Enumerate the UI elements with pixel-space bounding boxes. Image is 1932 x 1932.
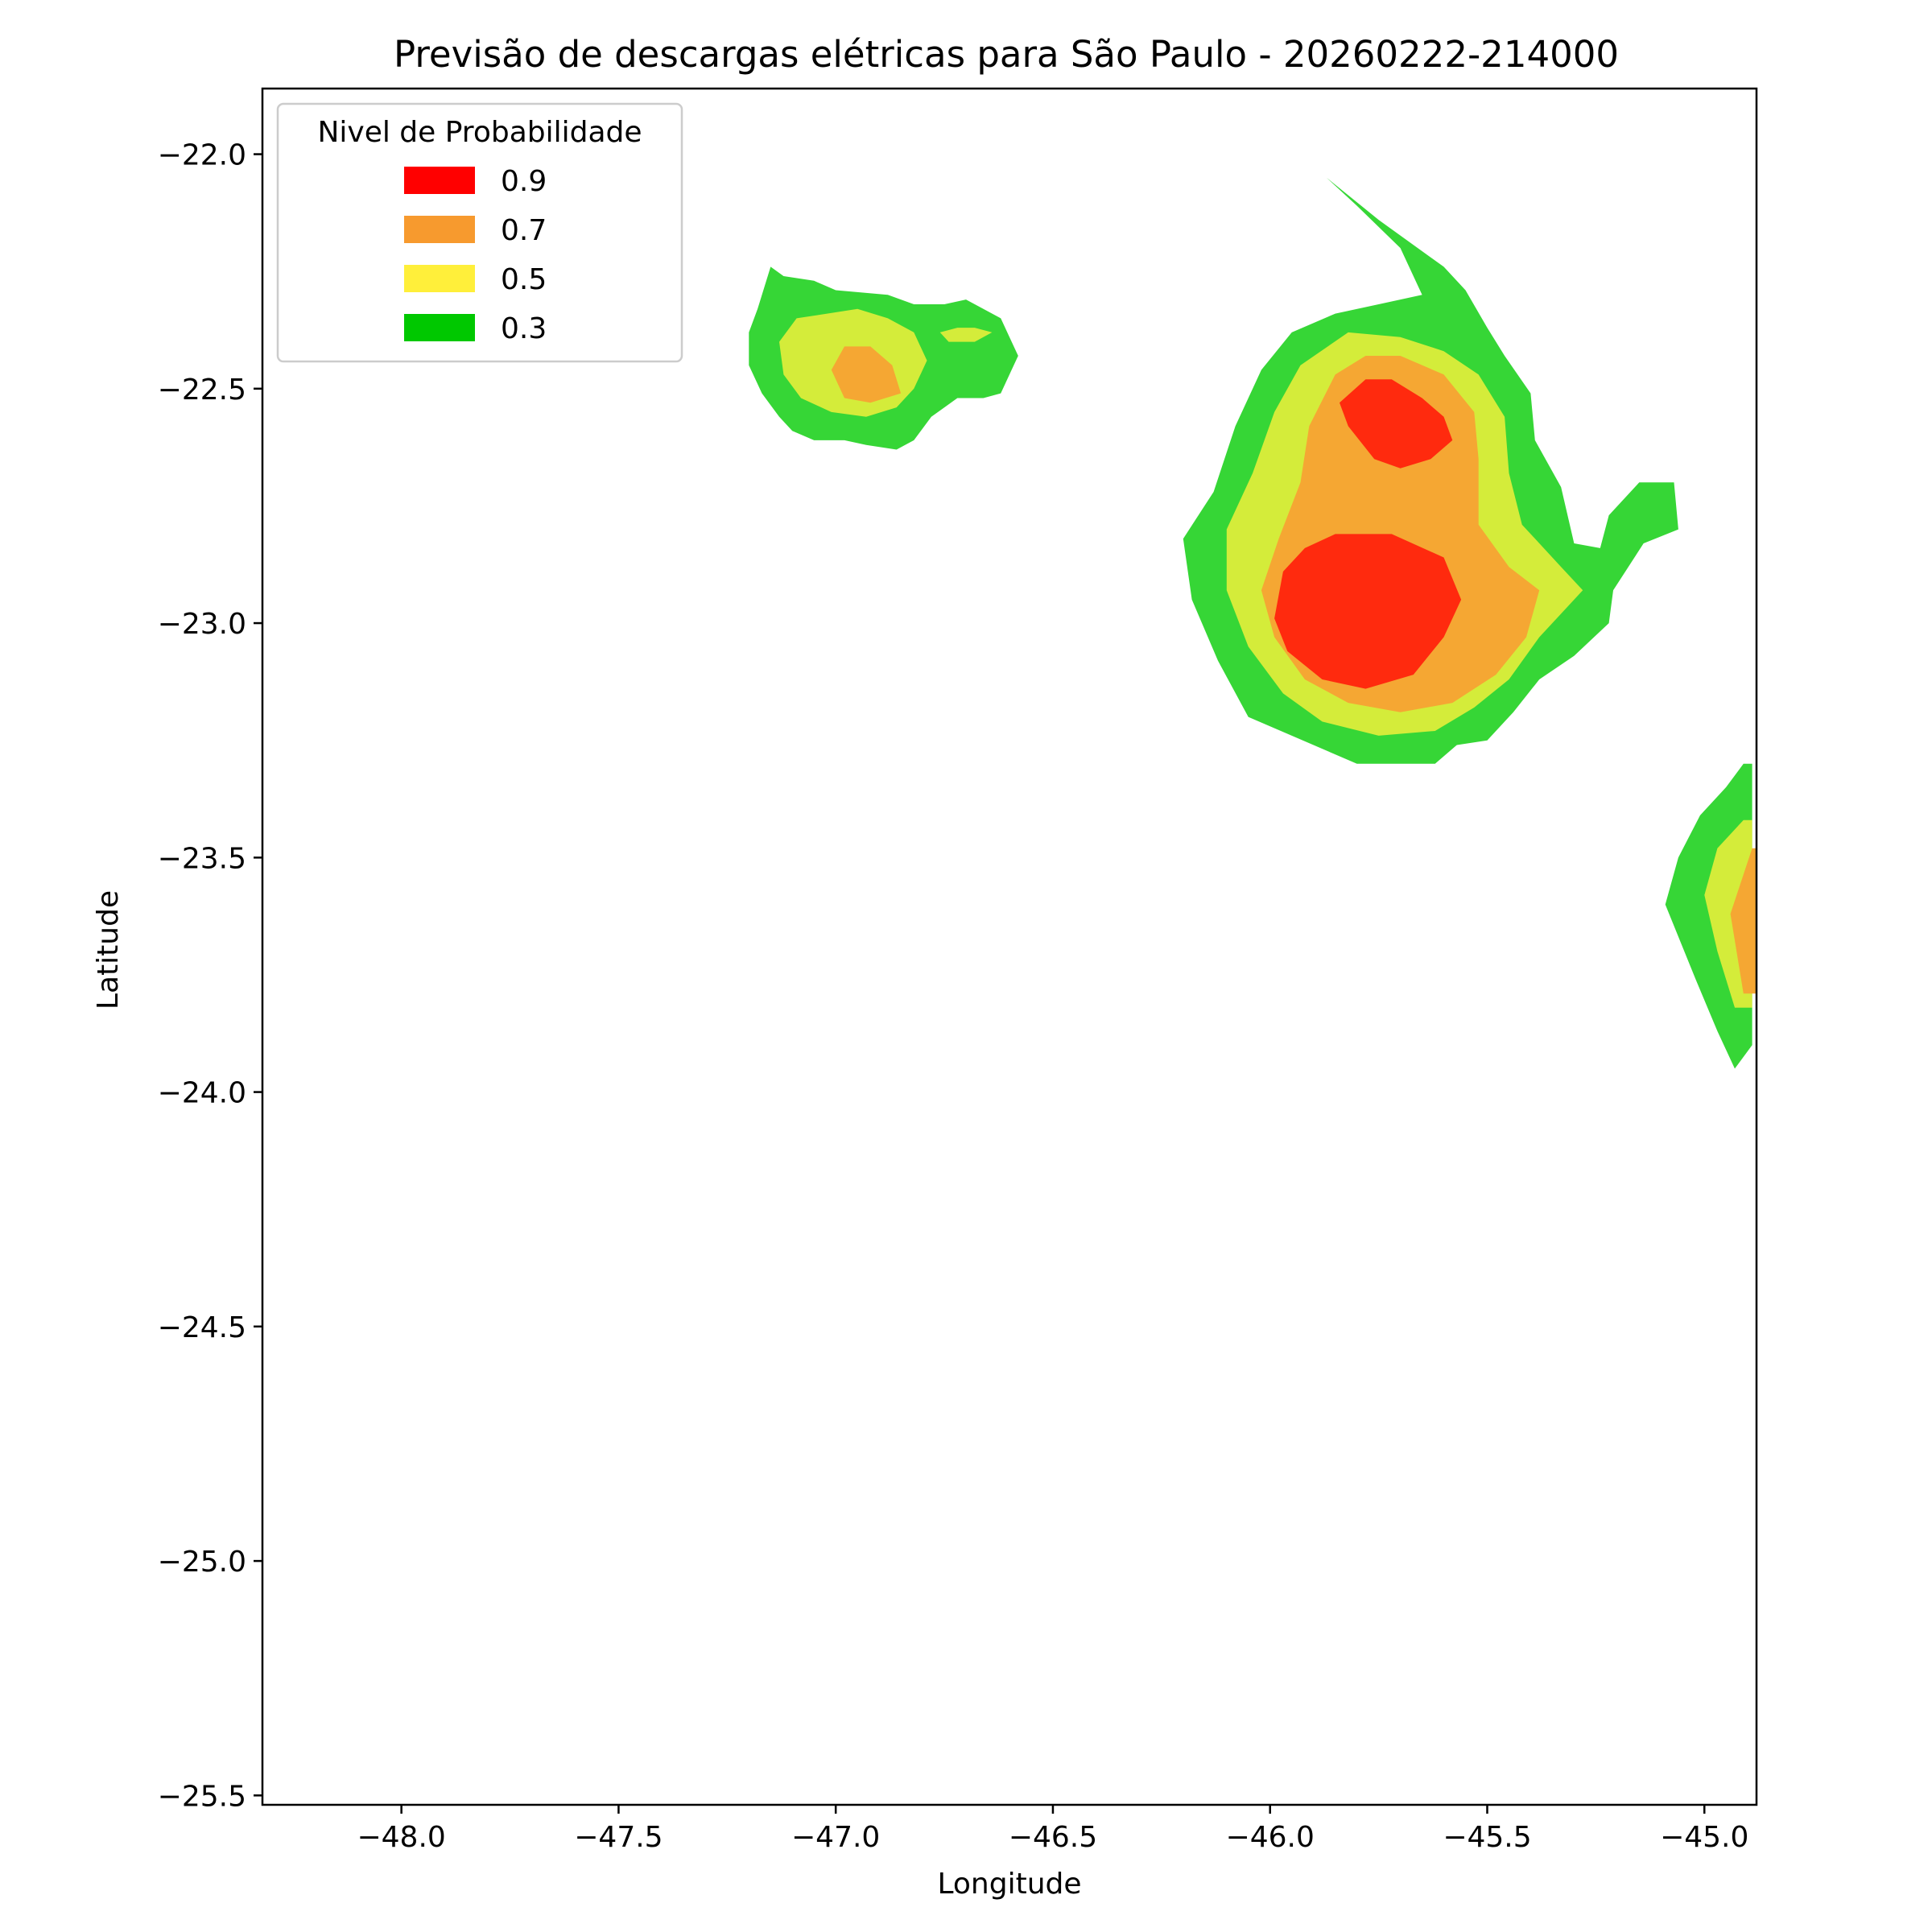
legend-swatch [404, 167, 475, 194]
east-edge-cell-level-07-region [1730, 848, 1757, 994]
x-tick-label: −47.0 [791, 1821, 880, 1854]
legend-label: 0.9 [501, 165, 547, 198]
legend-swatch [404, 314, 475, 341]
x-tick-label: −48.0 [357, 1821, 445, 1854]
x-axis-ticks: −48.0 −47.5 −47.0 −46.5 −46.0 −45.5 −45.0 [357, 1805, 1748, 1854]
campinas-cell-level-05-region [939, 328, 993, 342]
y-tick-label: −22.0 [158, 139, 246, 172]
x-tick-label: −47.5 [574, 1821, 663, 1854]
legend-title: Nivel de Probabilidade [317, 116, 642, 149]
y-tick-label: −23.5 [158, 842, 246, 875]
chart-title: Previsão de descargas elétricas para São… [394, 33, 1619, 76]
y-tick-label: −24.0 [158, 1077, 246, 1110]
legend-swatch [404, 265, 475, 292]
probability-regions [749, 177, 1757, 1069]
legend-box [276, 102, 683, 363]
campinas-cell-level-07-region [831, 346, 902, 403]
plot-area-frame [261, 87, 1758, 1806]
x-tick-label: −45.0 [1660, 1821, 1748, 1854]
legend: Nivel de Probabilidade 0.9 0.7 0.5 0.3 [276, 102, 683, 363]
y-tick-label: −25.5 [158, 1780, 246, 1813]
legend-label: 0.7 [501, 214, 547, 247]
vale-cell-level-09-region [1274, 534, 1462, 689]
y-tick-label: −24.5 [158, 1311, 246, 1344]
y-tick-label: −25.0 [158, 1546, 246, 1579]
vale-cell-level-09-region [1340, 379, 1453, 469]
y-tick-label: −23.0 [158, 608, 246, 641]
y-axis-ticks: −22.0 −22.5 −23.0 −23.5 −24.0 −24.5 −25.0 −25.5 [158, 139, 262, 1813]
legend-entries: 0.9 0.7 0.5 0.3 [404, 165, 547, 345]
x-tick-label: −46.5 [1009, 1821, 1097, 1854]
x-tick-label: −45.5 [1443, 1821, 1531, 1854]
legend-swatch [404, 216, 475, 243]
y-axis-label: Latitude [92, 890, 125, 1009]
x-axis-label: Longitude [937, 1868, 1081, 1901]
y-tick-label: −22.5 [158, 374, 246, 407]
x-tick-label: −46.0 [1226, 1821, 1315, 1854]
legend-label: 0.3 [501, 312, 547, 345]
legend-label: 0.5 [501, 263, 547, 296]
